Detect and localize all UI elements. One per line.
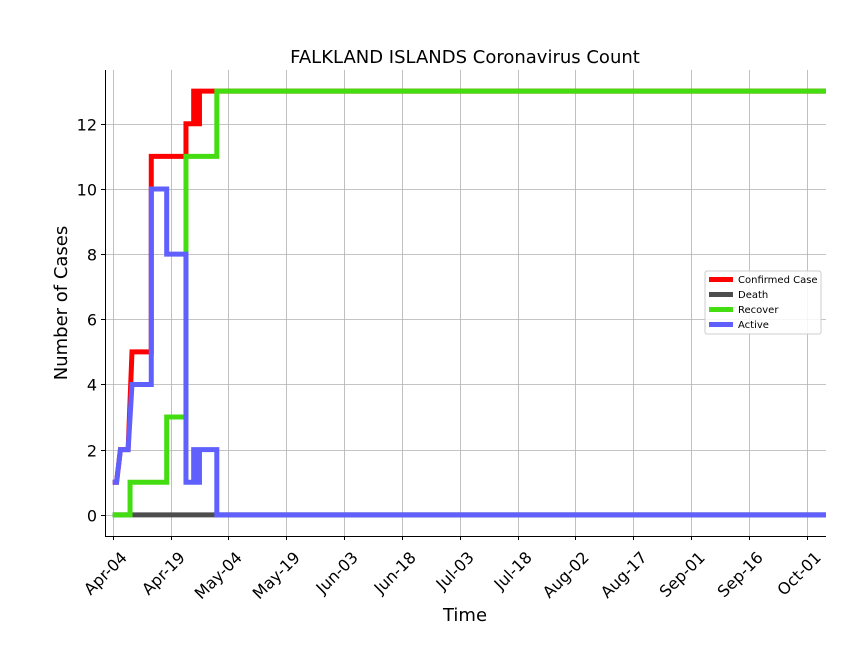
y-tick-label: 0 <box>87 507 97 526</box>
y-ticks: 0 2 4 6 8 10 12 <box>77 116 105 526</box>
x-tick-label: Jul-18 <box>490 548 536 594</box>
legend: Confirmed Case Death Recover Active <box>704 270 822 335</box>
x-tick-label: Apr-04 <box>80 548 131 599</box>
x-tick-label: Sep-01 <box>656 548 709 601</box>
y-tick-label: 6 <box>87 311 97 330</box>
y-tick-label: 8 <box>87 246 97 265</box>
y-tick-label: 4 <box>87 376 97 395</box>
x-tick-label: Jun-18 <box>370 548 420 598</box>
y-axis-label: Number of Cases <box>51 226 72 381</box>
x-tick-label: Oct-01 <box>773 548 824 599</box>
axes <box>105 70 826 537</box>
x-tick-label: Jun-03 <box>312 548 362 598</box>
x-axis-label: Time <box>442 605 487 626</box>
chart-title: FALKLAND ISLANDS Coronavirus Count <box>290 47 640 68</box>
series-layer <box>112 88 826 518</box>
series-line-active <box>112 186 826 518</box>
y-tick-label: 10 <box>77 181 97 200</box>
legend-label: Death <box>738 290 768 301</box>
x-tick-label: May-19 <box>249 548 304 603</box>
x-tick-label: May-04 <box>191 548 246 603</box>
x-tick-label: Jul-03 <box>432 548 478 594</box>
legend-label: Active <box>738 320 769 331</box>
grid <box>105 70 826 536</box>
x-tick-label: Apr-19 <box>138 548 189 599</box>
x-ticks: Apr-04 Apr-19 May-04 May-19 Jun-03 Jun-18 Jul-… <box>80 536 825 603</box>
y-tick-label: 2 <box>87 442 97 461</box>
legend-box <box>704 270 822 335</box>
legend-label: Recover <box>738 305 779 316</box>
y-tick-label: 12 <box>77 116 97 135</box>
legend-label: Confirmed Case <box>738 275 818 286</box>
x-tick-label: Aug-17 <box>597 548 651 602</box>
series-line-recover <box>112 88 826 518</box>
x-tick-label: Sep-16 <box>714 548 767 601</box>
x-tick-label: Aug-02 <box>539 548 593 602</box>
